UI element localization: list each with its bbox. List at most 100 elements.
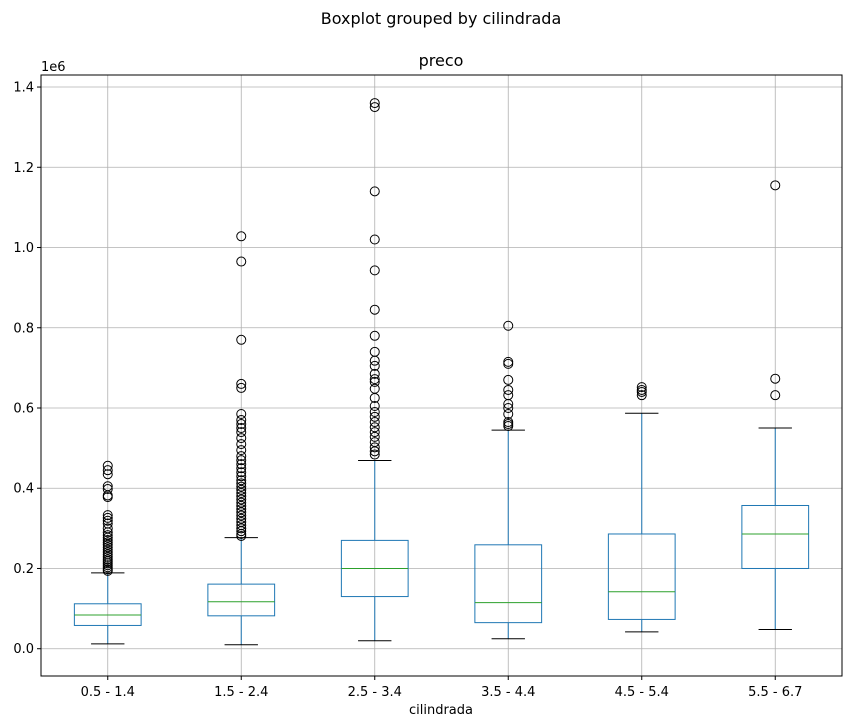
outlier-point: [369, 422, 380, 433]
outlier-point: [236, 378, 247, 389]
outlier-point: [102, 515, 113, 526]
outlier-point: [236, 409, 247, 420]
box-group: [474, 320, 543, 640]
outlier-point: [236, 526, 247, 537]
outlier-point: [236, 481, 247, 492]
outlier-point: [102, 512, 113, 523]
outlier-point: [503, 358, 514, 369]
outlier-point: [102, 532, 113, 543]
outlier-point: [236, 500, 247, 511]
outlier-point: [102, 530, 113, 541]
outlier-point: [503, 398, 514, 409]
outlier-point: [236, 459, 247, 470]
outlier-point: [102, 465, 113, 476]
y-tick-label: 0.2: [13, 562, 34, 577]
outlier-point: [369, 368, 380, 379]
outlier-point: [236, 445, 247, 456]
outlier-point: [503, 384, 514, 395]
grid-lines: [41, 75, 842, 676]
box-group: [207, 231, 276, 646]
outlier-point: [636, 386, 647, 397]
box-group: [607, 382, 676, 633]
outlier-point: [236, 467, 247, 478]
y-tick-label: 0.0: [13, 642, 34, 657]
outlier-point: [369, 355, 380, 366]
outlier-point: [503, 320, 514, 331]
outlier-point: [236, 491, 247, 502]
outlier-point: [236, 513, 247, 524]
outlier-point: [369, 98, 380, 109]
outlier-point: [503, 402, 514, 413]
outlier-point: [102, 484, 113, 495]
outlier-point: [236, 510, 247, 521]
outlier-point: [236, 504, 247, 515]
chart-title: preco: [419, 51, 464, 70]
y-tick-label: 1.2: [13, 161, 34, 176]
outlier-point: [102, 551, 113, 562]
outlier-point: [236, 423, 247, 434]
box-iqr: [741, 504, 810, 569]
outlier-point: [236, 471, 247, 482]
outlier-point: [236, 256, 247, 267]
box-group: [741, 180, 810, 630]
outlier-point: [770, 390, 781, 401]
plot-area-frame: [40, 74, 843, 677]
x-axis-label: cilindrada: [409, 703, 473, 718]
outlier-point: [236, 455, 247, 466]
y-tick-label: 1.4: [13, 81, 34, 96]
outlier-point: [236, 530, 247, 541]
outlier-point: [102, 544, 113, 555]
outlier-point: [369, 431, 380, 442]
outlier-point: [369, 265, 380, 276]
y-tick-label: 0.6: [13, 401, 34, 416]
boxes-layer: [73, 98, 810, 646]
outlier-point: [102, 537, 113, 548]
outlier-point: [102, 542, 113, 553]
outlier-point: [503, 421, 514, 432]
outlier-point: [369, 449, 380, 460]
outlier-point: [236, 463, 247, 474]
outlier-point: [636, 390, 647, 401]
outlier-point: [369, 376, 380, 387]
outlier-point: [369, 102, 380, 113]
outlier-point: [102, 527, 113, 538]
outlier-point: [102, 565, 113, 576]
box-group: [73, 460, 142, 645]
outlier-point: [236, 334, 247, 345]
outlier-point: [102, 460, 113, 471]
outlier-point: [102, 539, 113, 550]
x-tick-label: 3.5 - 4.4: [481, 685, 535, 700]
outlier-point: [236, 488, 247, 499]
outlier-point: [236, 231, 247, 242]
outlier-point: [236, 507, 247, 518]
x-tick-label: 1.5 - 2.4: [214, 685, 268, 700]
outlier-point: [369, 446, 380, 457]
outlier-point: [236, 494, 247, 505]
outlier-point: [236, 451, 247, 462]
outlier-point: [236, 419, 247, 430]
outlier-point: [770, 180, 781, 191]
outlier-point: [236, 484, 247, 495]
box-iqr: [474, 544, 543, 624]
outlier-point: [369, 407, 380, 418]
outlier-point: [236, 433, 247, 444]
outlier-point: [102, 469, 113, 480]
outlier-point: [369, 374, 380, 385]
outlier-point: [503, 374, 514, 385]
outlier-point: [102, 534, 113, 545]
box-iqr: [207, 583, 276, 617]
outlier-point: [236, 415, 247, 426]
outlier-point: [770, 373, 781, 384]
y-tick-label: 0.4: [13, 482, 34, 497]
box-iqr: [607, 533, 676, 620]
outlier-point: [369, 360, 380, 371]
chart-suptitle: Boxplot grouped by cilindrada: [321, 9, 562, 28]
outlier-point: [369, 186, 380, 197]
outlier-point: [236, 427, 247, 438]
outlier-point: [369, 411, 380, 422]
outlier-point: [236, 439, 247, 450]
outlier-point: [236, 523, 247, 534]
x-tick-label: 4.5 - 5.4: [615, 685, 669, 700]
outlier-point: [369, 417, 380, 428]
